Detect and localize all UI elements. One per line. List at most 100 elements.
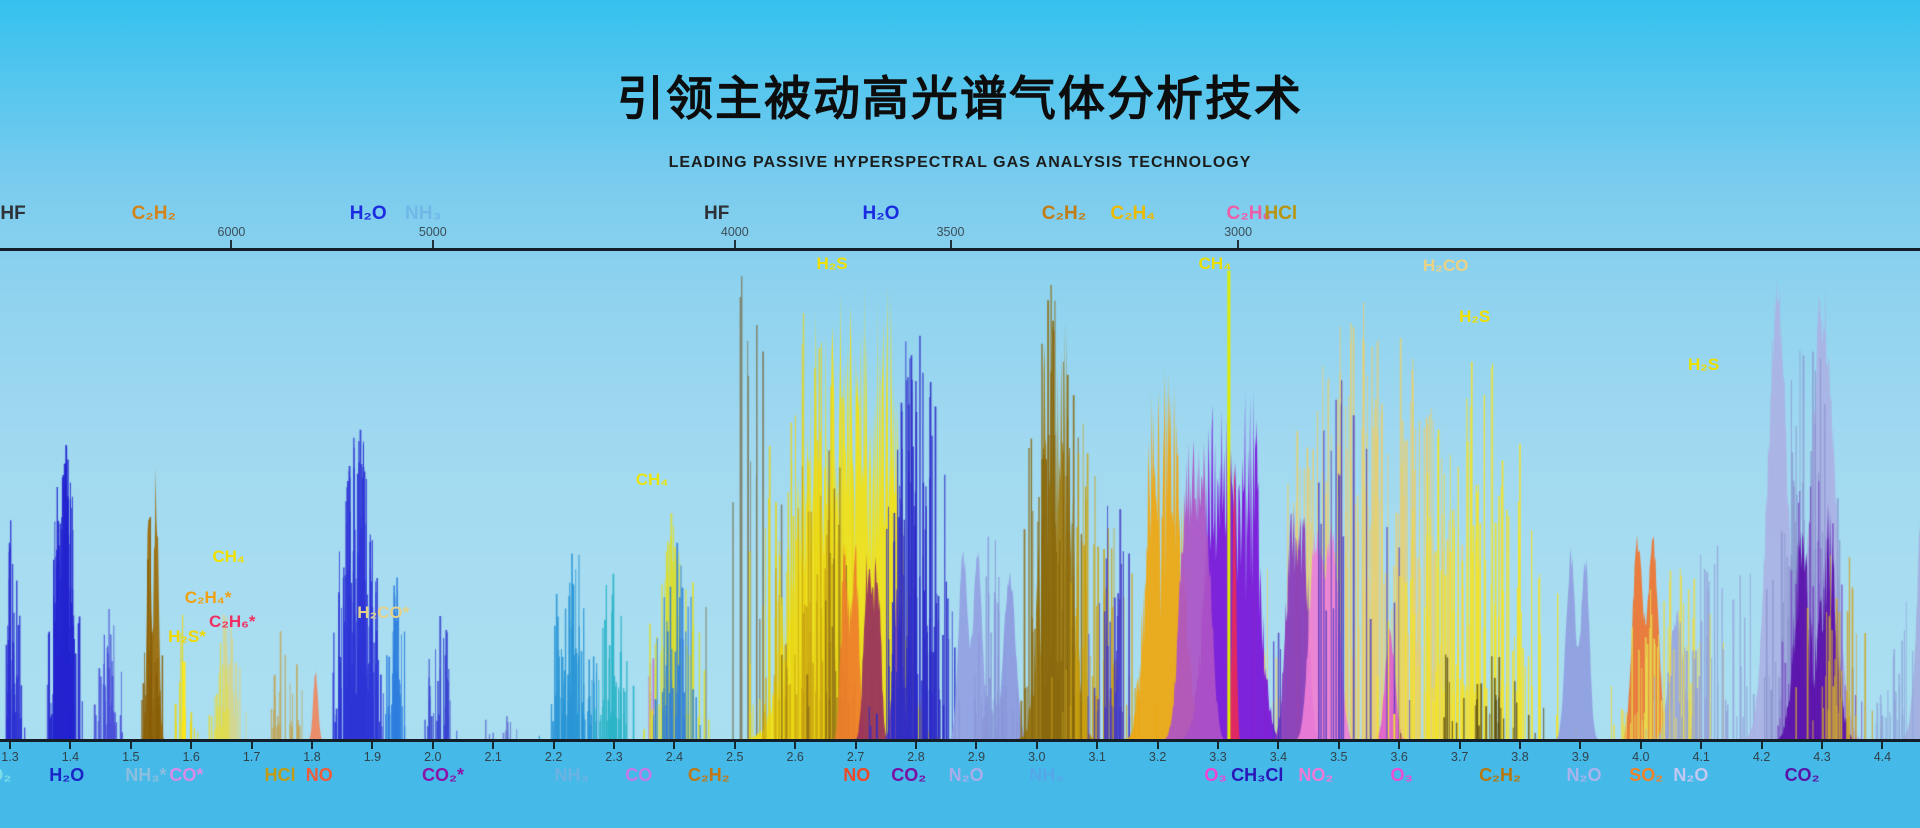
bottom-axis-tick bbox=[1700, 742, 1703, 749]
bottom-axis-tick bbox=[1398, 742, 1401, 749]
bottom-strip bbox=[0, 742, 1920, 828]
bottom-axis-tick bbox=[311, 742, 313, 749]
bottom-species-label: O₃ bbox=[1204, 765, 1227, 785]
spectra-canvas bbox=[0, 251, 1920, 740]
chart-species-annotation: H₂S bbox=[816, 254, 848, 274]
bottom-axis-tick-label: 1.4 bbox=[61, 750, 80, 764]
bottom-axis-tick-label: 3.5 bbox=[1330, 750, 1348, 764]
bottom-axis-tick-label: 3.3 bbox=[1209, 750, 1227, 764]
bottom-axis-tick bbox=[613, 742, 615, 749]
page-title: 引领主被动高光谱气体分析技术 bbox=[617, 72, 1303, 125]
bottom-axis-tick bbox=[250, 742, 253, 749]
bottom-axis-tick-label: 3.6 bbox=[1390, 750, 1408, 764]
bottom-species-label: NO₂ bbox=[1298, 765, 1334, 785]
top-axis-tick bbox=[431, 240, 434, 248]
bottom-species-label: CH₃Cl bbox=[1231, 765, 1284, 785]
chart-species-annotation: H₂S bbox=[1688, 354, 1720, 374]
top-axis-tick bbox=[230, 240, 233, 248]
bottom-axis-tick bbox=[371, 742, 374, 749]
bottom-species-label: CO* bbox=[169, 765, 204, 785]
bottom-species-label: C₂H₂ bbox=[687, 765, 730, 785]
bottom-axis-tick bbox=[1035, 742, 1038, 749]
bottom-axis-tick bbox=[1217, 742, 1219, 749]
chart-species-annotation: CH₄ bbox=[1198, 254, 1232, 274]
bottom-species-label: CO₂ bbox=[891, 765, 927, 785]
top-axis-tick-label: 6000 bbox=[217, 225, 246, 239]
top-axis-tick-label: 3500 bbox=[936, 225, 965, 239]
bottom-axis-tick bbox=[733, 742, 736, 749]
chart-species-annotation: C₂H₄* bbox=[184, 588, 232, 608]
bottom-axis-tick-label: 2.3 bbox=[605, 750, 623, 764]
bottom-axis-tick-label: 3.4 bbox=[1269, 750, 1288, 764]
bottom-axis-tick bbox=[190, 742, 193, 749]
bottom-species-label: N₂O bbox=[1566, 765, 1602, 785]
bottom-axis-tick-label: 4.4 bbox=[1873, 750, 1892, 764]
bottom-axis-tick-label: 3.0 bbox=[1028, 750, 1046, 764]
bottom-axis-tick bbox=[69, 742, 72, 749]
bottom-species-label: NH₃ bbox=[1029, 765, 1064, 785]
bottom-axis-tick bbox=[129, 742, 132, 749]
top-axis-tick-label: 3000 bbox=[1224, 225, 1253, 239]
top-species-label: H₂O bbox=[349, 203, 387, 224]
top-axis-tick-label: 5000 bbox=[418, 225, 447, 239]
bottom-axis-tick bbox=[431, 742, 434, 749]
bottom-species-label: HCl bbox=[264, 765, 296, 785]
top-axis-tick-label: 4000 bbox=[720, 225, 749, 239]
top-species-label: HF bbox=[0, 203, 26, 224]
bottom-axis-tick-label: 2.4 bbox=[665, 750, 684, 764]
bottom-axis-tick bbox=[1519, 742, 1521, 749]
bottom-species-label: N₂O bbox=[1673, 765, 1709, 785]
bottom-axis-tick-label: 3.8 bbox=[1511, 750, 1529, 764]
bottom-axis-tick-label: 1.8 bbox=[303, 750, 321, 764]
top-species-label: C₂H₂ bbox=[131, 203, 176, 224]
bottom-axis-tick-label: 4.1 bbox=[1692, 750, 1710, 764]
top-species-label: C₂H₆ bbox=[1226, 203, 1272, 224]
bottom-species-label: SO₂ bbox=[1629, 765, 1664, 785]
bottom-axis-tick-label: 3.1 bbox=[1088, 750, 1106, 764]
bottom-axis-tick bbox=[1760, 742, 1763, 749]
bottom-axis-tick bbox=[1277, 742, 1280, 749]
bottom-axis-tick-label: 1.7 bbox=[242, 750, 261, 764]
bottom-species-label: NO bbox=[305, 765, 333, 785]
chart-species-annotation: CH₄ bbox=[635, 469, 669, 489]
top-axis-tick bbox=[733, 240, 736, 248]
bottom-axis-tick-label: 4.0 bbox=[1632, 750, 1650, 764]
bottom-species-label: N₂O bbox=[948, 765, 984, 785]
bottom-axis-tick bbox=[975, 742, 978, 749]
bottom-axis-tick bbox=[1156, 742, 1159, 749]
bottom-axis-tick-label: 3.7 bbox=[1450, 750, 1469, 764]
top-species-label: HF bbox=[704, 203, 730, 224]
bottom-axis-tick bbox=[1096, 742, 1099, 749]
bottom-axis-tick-label: 1.5 bbox=[122, 750, 140, 764]
bottom-species-label: CO bbox=[625, 765, 653, 785]
bottom-species-label: H₂O bbox=[49, 765, 85, 785]
bottom-axis-tick bbox=[673, 742, 676, 749]
chart-species-annotation: H₂CO* bbox=[357, 602, 410, 622]
bottom-axis-tick bbox=[1639, 742, 1642, 749]
bottom-axis-tick bbox=[1337, 742, 1340, 749]
bottom-species-label: NH₃* bbox=[125, 765, 167, 785]
bottom-axis-tick-label: 2.8 bbox=[907, 750, 925, 764]
bottom-axis-tick-label: 2.0 bbox=[424, 750, 442, 764]
top-species-label: NH₃ bbox=[405, 203, 442, 224]
top-axis-tick bbox=[1237, 240, 1240, 248]
top-species-label: C₂H₄ bbox=[1110, 203, 1156, 224]
chart-species-annotation: H₂S* bbox=[168, 626, 206, 646]
chart-species-annotation: H₂CO bbox=[1423, 256, 1469, 276]
bottom-axis-tick bbox=[1821, 742, 1823, 749]
bottom-axis-tick-label: 2.6 bbox=[786, 750, 804, 764]
bottom-axis-tick bbox=[552, 742, 555, 749]
bottom-species-label: O₃ bbox=[1390, 765, 1413, 785]
bottom-species-label: CO₂* bbox=[422, 765, 465, 785]
bottom-axis-tick-label: 2.9 bbox=[967, 750, 986, 764]
bottom-axis-tick-label: 2.5 bbox=[726, 750, 744, 764]
bottom-species-label: O₂ bbox=[0, 765, 12, 785]
bottom-axis-line bbox=[0, 739, 1920, 742]
top-species-label: HCl bbox=[1264, 203, 1298, 224]
top-axis-line bbox=[0, 248, 1920, 251]
bottom-species-label: CO₂ bbox=[1784, 765, 1820, 785]
bottom-axis-tick bbox=[794, 742, 797, 749]
bottom-axis-tick bbox=[492, 742, 495, 749]
top-species-label: C₂H₂ bbox=[1041, 203, 1087, 224]
